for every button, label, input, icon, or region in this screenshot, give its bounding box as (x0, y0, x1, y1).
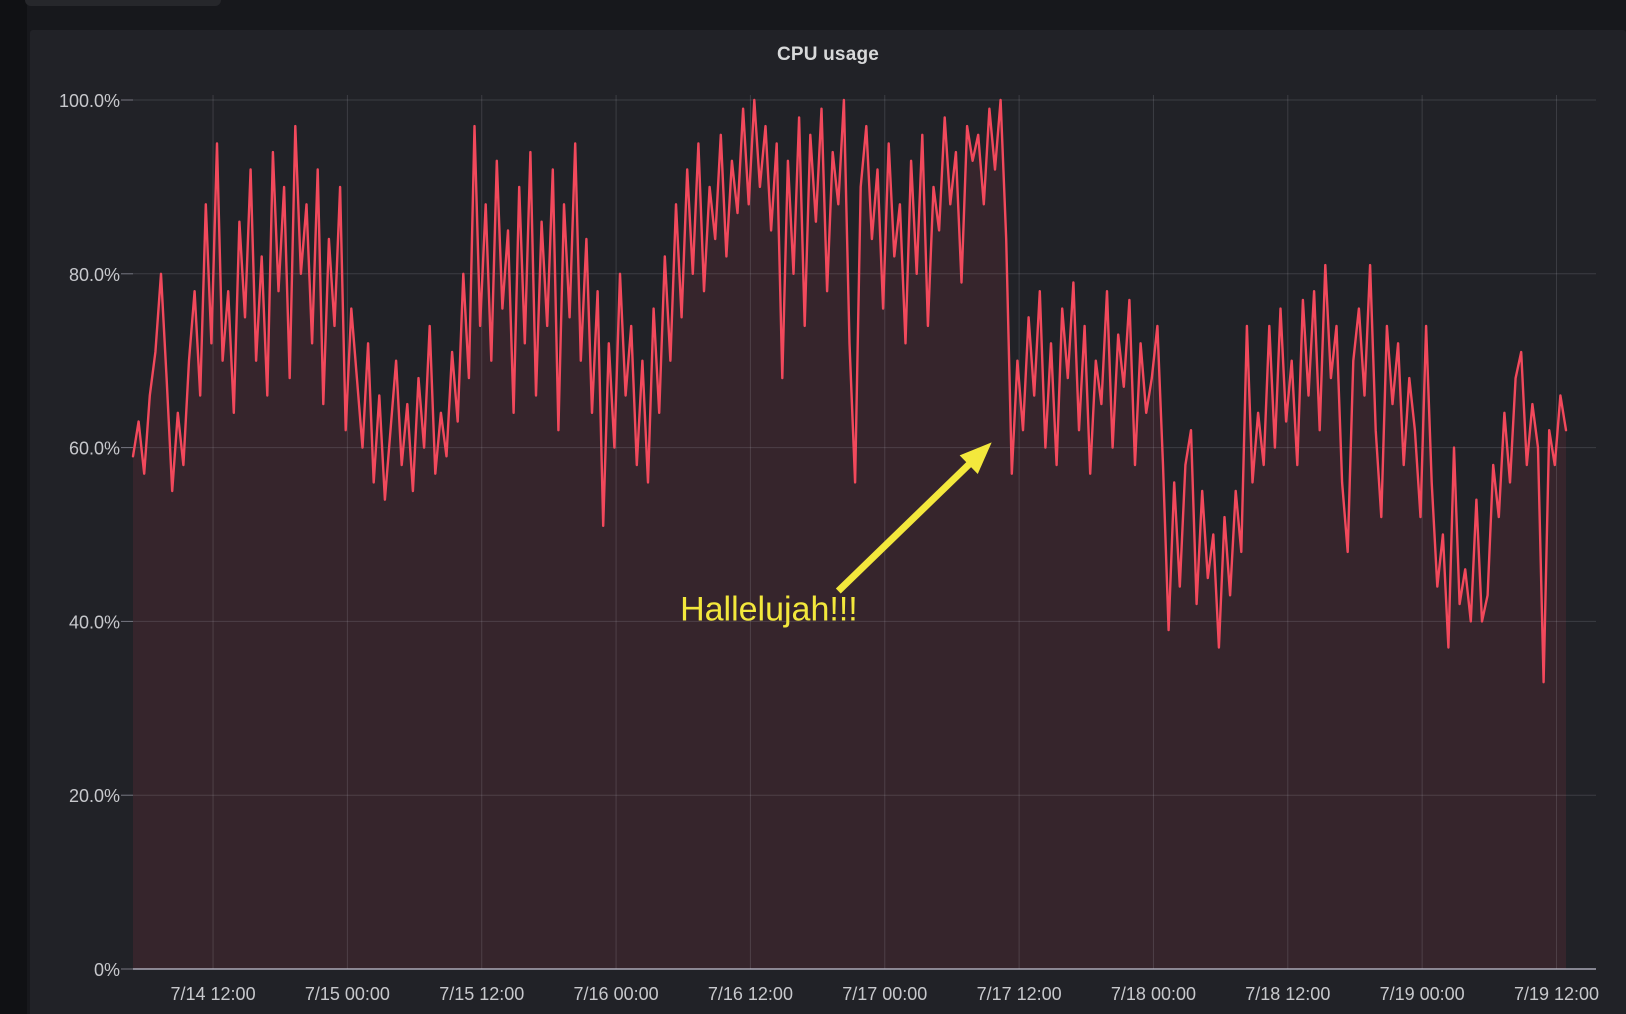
annotation-arrow-shaft (835, 457, 976, 594)
x-axis-label: 7/17 00:00 (842, 984, 927, 1004)
y-axis-label: 80.0% (69, 265, 120, 285)
x-axis-label: 7/14 12:00 (171, 984, 256, 1004)
x-axis-label: 7/18 12:00 (1245, 984, 1330, 1004)
y-axis-label: 60.0% (69, 439, 120, 459)
x-axis-label: 7/16 12:00 (708, 984, 793, 1004)
annotation-text: Hallelujah!!! (680, 590, 858, 629)
x-axis-label: 7/16 00:00 (574, 984, 659, 1004)
series-fill (133, 100, 1566, 969)
x-axis-label: 7/17 12:00 (977, 984, 1062, 1004)
panel-title[interactable]: CPU usage (776, 44, 880, 65)
x-axis-label: 7/19 12:00 (1514, 984, 1599, 1004)
top-toolbar-fragment (25, 0, 221, 6)
time-series-chart[interactable]: 100.0% 80.0% 60.0% 40.0% 20.0% 0% 7/14 12:00 7/… (30, 30, 1626, 1014)
y-axis-label: 20.0% (69, 786, 120, 806)
x-axis-label: 7/15 00:00 (305, 984, 390, 1004)
x-axis-label: 7/18 00:00 (1111, 984, 1196, 1004)
y-axis-label: 0% (94, 960, 120, 980)
y-axis-label: 100.0% (59, 91, 120, 111)
x-axis-label: 7/15 12:00 (439, 984, 524, 1004)
cpu-usage-panel: 100.0% 80.0% 60.0% 40.0% 20.0% 0% 7/14 12:00 7/… (30, 30, 1626, 1014)
series-line-cpu (131, 98, 1568, 684)
x-axis-label: 7/19 00:00 (1380, 984, 1465, 1004)
annotation-arrow-head (959, 442, 992, 474)
y-axis-label: 40.0% (69, 612, 120, 632)
left-edge-strip (0, 0, 27, 1014)
